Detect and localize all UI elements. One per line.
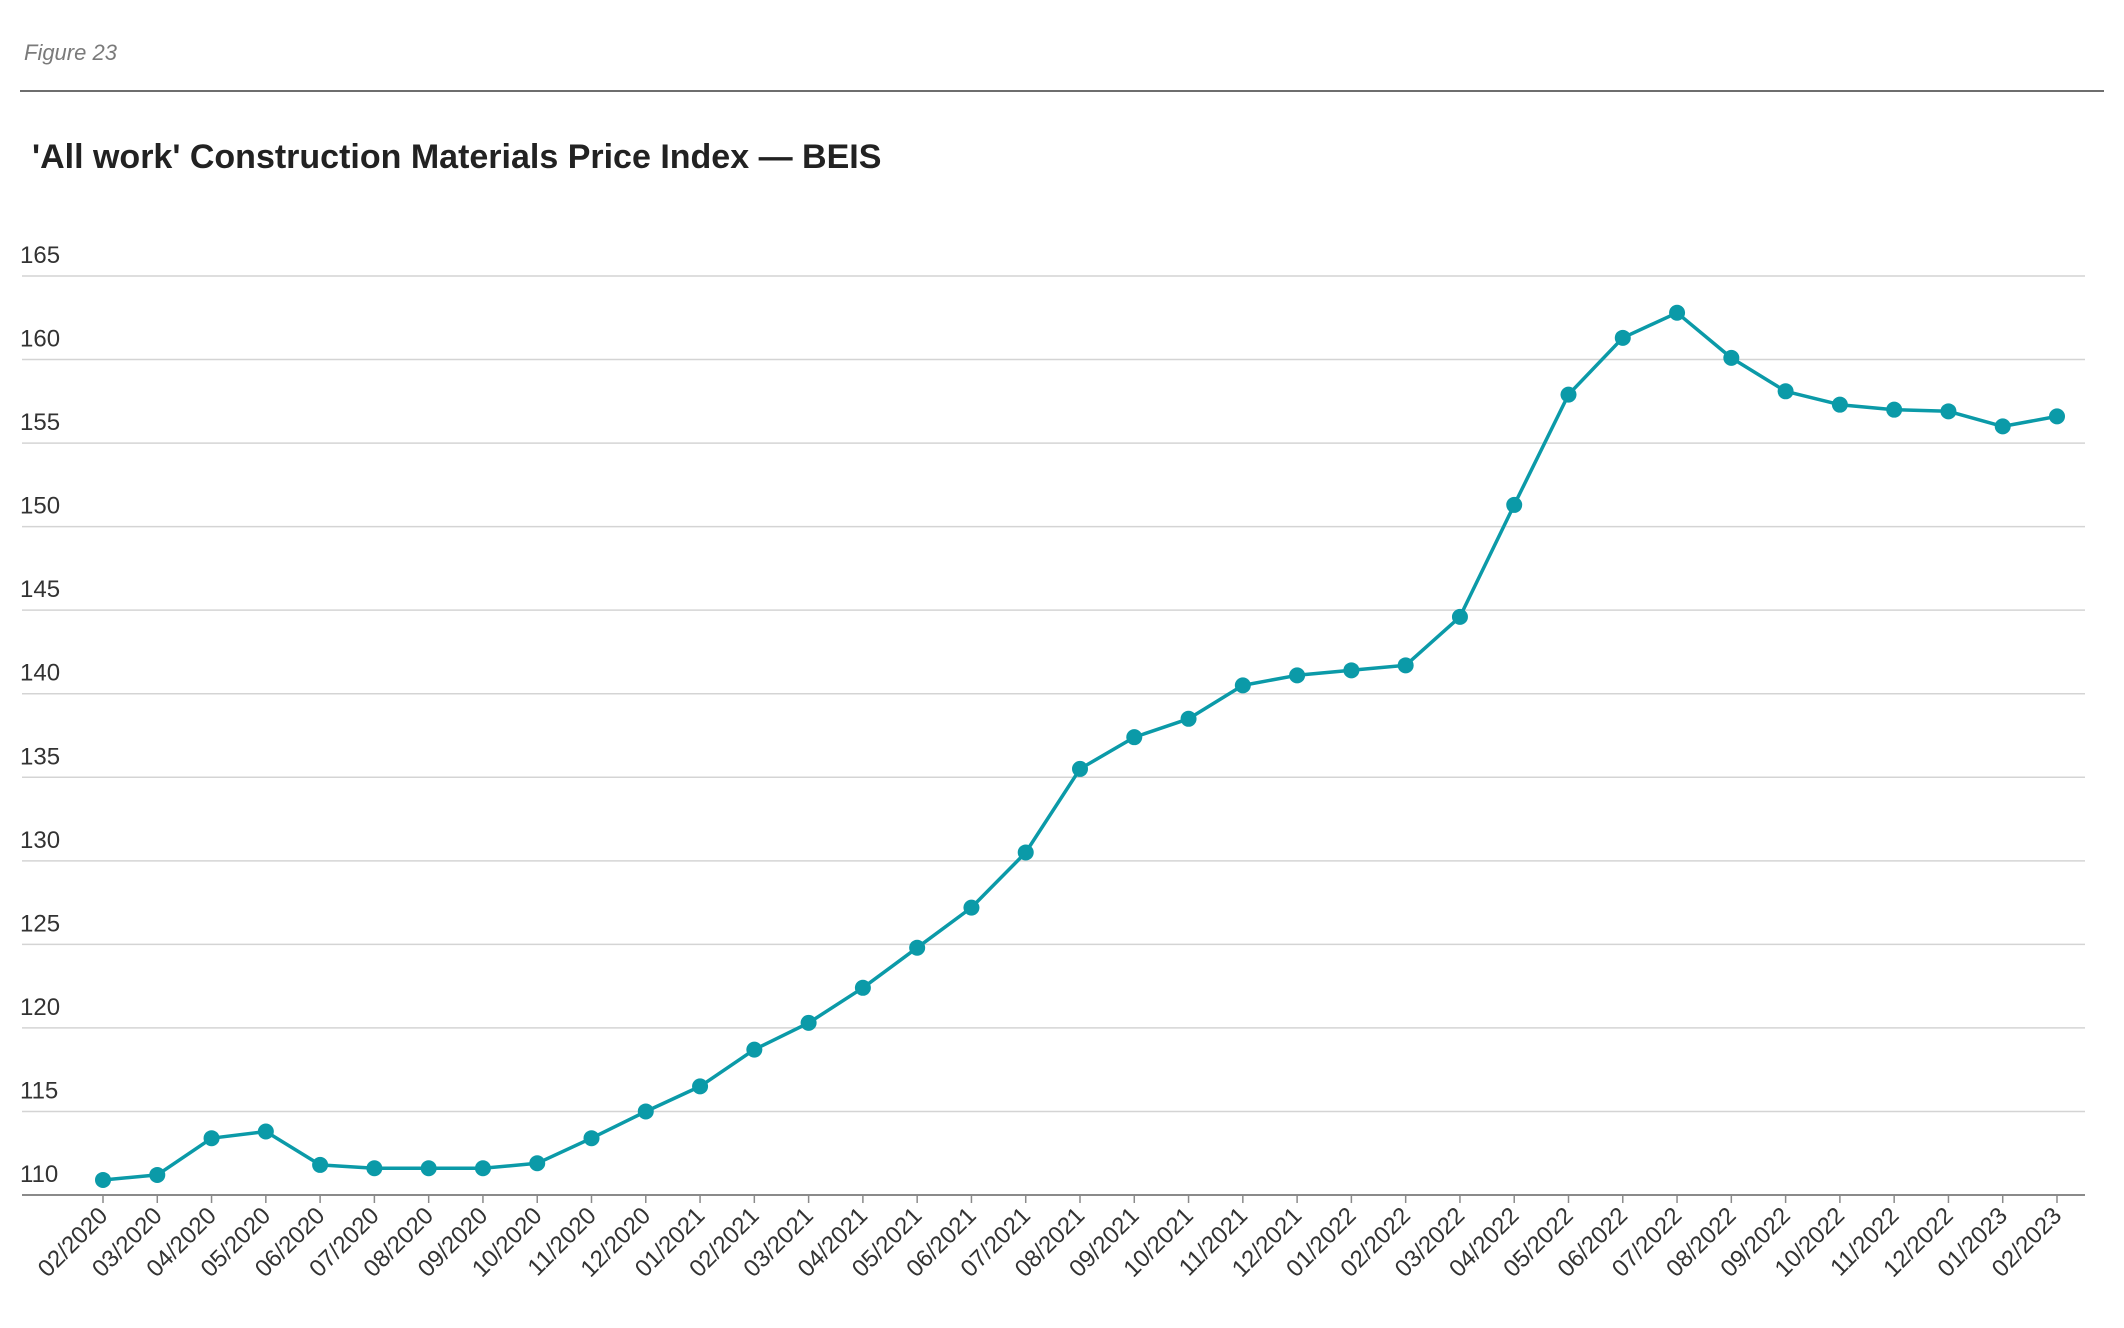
data-point-11/2022: [1886, 401, 1903, 418]
y-axis-tick-labels: 110 115 120 125 130 135 140 145 150 155 160 165: [20, 242, 60, 1188]
data-point-09/2021: [1126, 729, 1143, 746]
data-point-05/2020: [257, 1123, 274, 1140]
y-tick-label-115: 115: [20, 1077, 58, 1104]
chart-title: 'All work' Construction Materials Price …: [32, 138, 882, 176]
data-point-03/2020: [149, 1166, 166, 1183]
data-point-07/2021: [1017, 844, 1034, 861]
y-tick-label-160: 160: [20, 326, 60, 353]
data-point-01/2022: [1343, 662, 1360, 679]
data-point-06/2021: [963, 899, 980, 916]
data-point-01/2021: [692, 1078, 709, 1095]
data-point-02/2022: [1397, 657, 1414, 674]
y-tick-label-130: 130: [20, 827, 60, 854]
y-tick-label-120: 120: [20, 994, 60, 1021]
data-point-12/2022: [1940, 403, 1957, 420]
data-point-02/2021: [746, 1041, 763, 1058]
data-point-08/2022: [1723, 349, 1740, 366]
data-point-04/2022: [1506, 496, 1523, 513]
data-point-12/2021: [1289, 667, 1306, 684]
data-point-11/2020: [583, 1130, 600, 1147]
data-point-11/2021: [1234, 677, 1251, 694]
y-tick-label-125: 125: [20, 910, 60, 937]
data-point-05/2022: [1560, 386, 1577, 403]
gridlines: [22, 275, 2085, 1203]
y-tick-label-165: 165: [20, 242, 60, 269]
y-tick-label-135: 135: [20, 743, 60, 770]
data-point-08/2021: [1072, 760, 1088, 777]
y-tick-label-155: 155: [20, 409, 60, 436]
data-point-08/2020: [420, 1160, 437, 1177]
data-point-05/2021: [909, 939, 926, 956]
y-tick-label-110: 110: [20, 1161, 58, 1188]
y-tick-label-140: 140: [20, 660, 60, 687]
data-point-03/2021: [800, 1014, 817, 1031]
data-point-10/2020: [529, 1155, 546, 1172]
figure-label: Figure 23: [24, 40, 117, 65]
data-point-04/2020: [203, 1130, 220, 1147]
y-tick-label-150: 150: [20, 493, 60, 520]
data-point-02/2023: [2049, 408, 2065, 425]
data-points: [95, 304, 2065, 1188]
data-point-03/2022: [1451, 608, 1468, 625]
data-point-09/2020: [474, 1160, 491, 1177]
x-axis-tick-labels: 02/202003/202004/202005/202006/202007/20…: [33, 1202, 2067, 1282]
data-point-09/2022: [1777, 383, 1794, 400]
y-tick-label-145: 145: [20, 576, 60, 603]
data-point-10/2022: [1831, 396, 1848, 413]
data-point-01/2023: [1994, 418, 2011, 435]
header-divider: [20, 90, 2104, 92]
data-point-07/2020: [366, 1160, 383, 1177]
data-point-06/2020: [312, 1156, 329, 1173]
data-point-07/2022: [1669, 304, 1686, 321]
data-point-12/2020: [637, 1103, 654, 1120]
data-point-10/2021: [1180, 710, 1197, 727]
data-point-04/2021: [854, 979, 871, 996]
data-point-02/2020: [95, 1171, 111, 1188]
data-point-06/2022: [1614, 329, 1631, 346]
